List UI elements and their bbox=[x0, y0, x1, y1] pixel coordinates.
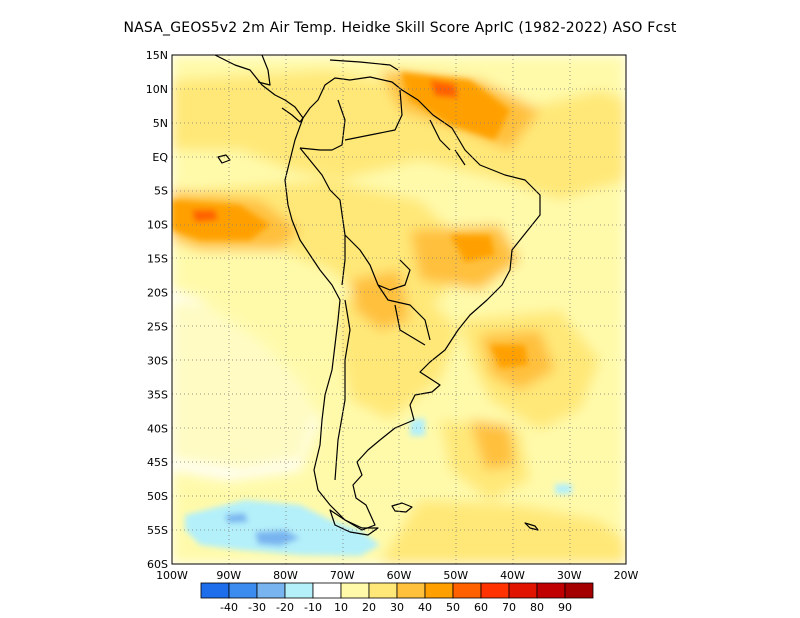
colorbar-label: 70 bbox=[502, 601, 516, 614]
map-title: NASA_GEOS5v2 2m Air Temp. Heidke Skill S… bbox=[123, 20, 677, 36]
colorbar-label: 90 bbox=[558, 601, 572, 614]
y-tick-label: 5S bbox=[154, 185, 168, 198]
y-tick-label: 40S bbox=[147, 422, 168, 435]
colorbar-label: 50 bbox=[446, 601, 460, 614]
coastlines bbox=[214, 55, 541, 536]
y-tick-label: 25S bbox=[147, 320, 168, 333]
colorbar-swatch bbox=[452, 582, 482, 599]
x-tick-label: 90W bbox=[216, 569, 241, 582]
colorbar-label: -30 bbox=[248, 601, 266, 614]
colorbar-label: 60 bbox=[474, 601, 488, 614]
colorbar-label: 20 bbox=[362, 601, 376, 614]
colorbar-label: -10 bbox=[304, 601, 322, 614]
colorbar-swatch bbox=[284, 582, 314, 599]
colorbar-label: 80 bbox=[530, 601, 544, 614]
y-tick-label: EQ bbox=[152, 151, 168, 164]
y-tick-label: 60S bbox=[147, 558, 168, 571]
x-tick-label: 40W bbox=[500, 569, 525, 582]
y-tick-label: 10S bbox=[147, 219, 168, 232]
colorbar-swatch bbox=[508, 582, 538, 599]
colorbar-label: -20 bbox=[276, 601, 294, 614]
y-tick-label: 10N bbox=[146, 83, 168, 96]
colorbar-swatch bbox=[256, 582, 286, 599]
colorbar-swatch bbox=[536, 582, 566, 599]
plot-frame bbox=[171, 54, 627, 565]
x-axis-labels: 100W 90W 80W 70W 60W 50W 40W 30W 20W bbox=[156, 569, 638, 582]
colorbar-swatch bbox=[368, 582, 398, 599]
y-tick-label: 55S bbox=[147, 524, 168, 537]
x-tick-label: 50W bbox=[443, 569, 468, 582]
y-tick-label: 45S bbox=[147, 456, 168, 469]
colorbar-swatch bbox=[228, 582, 258, 599]
colorbar-label: 40 bbox=[418, 601, 432, 614]
y-tick-label: 15S bbox=[147, 253, 168, 266]
y-tick-label: 5N bbox=[153, 117, 168, 130]
colorbar-swatch bbox=[564, 582, 594, 599]
x-tick-label: 80W bbox=[273, 569, 298, 582]
graticule bbox=[172, 55, 626, 564]
colorbar-swatch bbox=[480, 582, 510, 599]
y-tick-label: 50S bbox=[147, 490, 168, 503]
x-tick-label: 70W bbox=[330, 569, 355, 582]
x-tick-label: 60W bbox=[387, 569, 412, 582]
colorbar-label: -40 bbox=[220, 601, 238, 614]
y-tick-label: 20S bbox=[147, 287, 168, 300]
x-tick-label: 20W bbox=[614, 569, 639, 582]
x-tick-label: 100W bbox=[156, 569, 188, 582]
y-tick-label: 35S bbox=[147, 388, 168, 401]
colorbar: -40 -30 -20 -10 10 20 30 40 50 60 70 80 90 bbox=[200, 582, 594, 614]
y-tick-label: 15N bbox=[146, 49, 168, 62]
colorbar-label: 30 bbox=[390, 601, 404, 614]
colorbar-swatch bbox=[396, 582, 426, 599]
colorbar-swatch bbox=[200, 582, 230, 599]
x-tick-label: 30W bbox=[557, 569, 582, 582]
y-axis-labels: 15N 10N 5N EQ 5S 10S 15S 20S 25S 30S 35S 40S 45S 50S 5… bbox=[146, 49, 169, 571]
colorbar-label: 10 bbox=[334, 601, 348, 614]
colorbar-swatch bbox=[312, 582, 342, 599]
colorbar-swatch bbox=[340, 582, 370, 599]
colorbar-swatch bbox=[424, 582, 454, 599]
y-tick-label: 30S bbox=[147, 354, 168, 367]
